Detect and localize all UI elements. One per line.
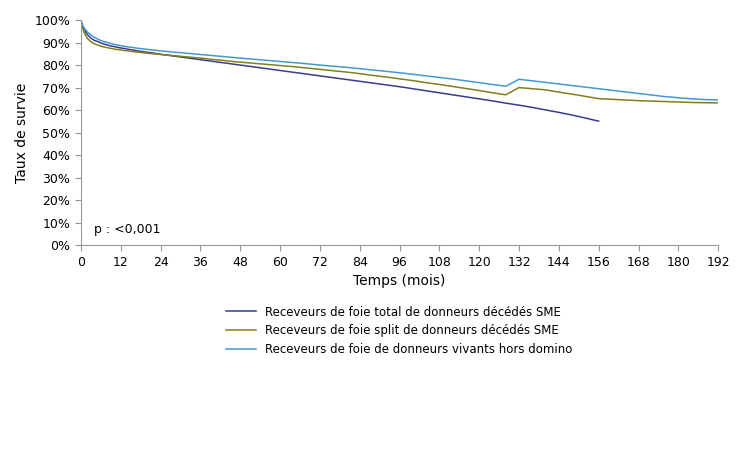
Receveurs de foie total de donneurs décédés SME (206, 58, 215, 64)
Receveurs de foie total de donneurs décédés SME (369, 80, 378, 86)
Receveurs de foie de donneurs vivants hors domino (77, 17, 86, 23)
Receveurs de foie total de donneurs décédés SME (77, 17, 86, 23)
Receveurs de foie de donneurs vivants hors domino (408, 71, 417, 77)
Line: Receveurs de foie split de donneurs décédés SME: Receveurs de foie split de donneurs décé… (81, 20, 718, 103)
Receveurs de foie de donneurs vivants hors domino (342, 64, 351, 70)
Line: Receveurs de foie total de donneurs décédés SME: Receveurs de foie total de donneurs décé… (81, 20, 599, 121)
Receveurs de foie de donneurs vivants hors domino (714, 97, 723, 103)
Receveurs de foie total de donneurs décédés SME (355, 78, 364, 84)
Receveurs de foie split de donneurs décédés SME (96, 43, 105, 49)
Receveurs de foie total de donneurs décédés SME (81, 30, 90, 35)
Receveurs de foie split de donneurs décédés SME (289, 64, 298, 69)
Receveurs de foie total de donneurs décédés SME (595, 118, 603, 124)
X-axis label: Temps (mois): Temps (mois) (353, 274, 446, 288)
Receveurs de foie split de donneurs décédés SME (226, 58, 235, 64)
Receveurs de foie split de donneurs décédés SME (422, 80, 431, 85)
Receveurs de foie de donneurs vivants hors domino (226, 55, 235, 60)
Receveurs de foie total de donneurs décédés SME (80, 26, 89, 32)
Receveurs de foie split de donneurs décédés SME (408, 78, 417, 83)
Receveurs de foie de donneurs vivants hors domino (96, 38, 105, 43)
Y-axis label: Taux de survie: Taux de survie (15, 82, 29, 183)
Receveurs de foie total de donneurs décédés SME (123, 46, 132, 52)
Receveurs de foie split de donneurs décédés SME (77, 17, 86, 23)
Line: Receveurs de foie de donneurs vivants hors domino: Receveurs de foie de donneurs vivants ho… (81, 20, 718, 100)
Legend: Receveurs de foie total de donneurs décédés SME, Receveurs de foie split de donn: Receveurs de foie total de donneurs décé… (221, 301, 577, 361)
Receveurs de foie split de donneurs décédés SME (342, 69, 351, 75)
Text: p : <0,001: p : <0,001 (94, 223, 161, 236)
Receveurs de foie split de donneurs décédés SME (714, 100, 723, 106)
Receveurs de foie de donneurs vivants hors domino (422, 73, 431, 79)
Receveurs de foie de donneurs vivants hors domino (289, 60, 298, 65)
